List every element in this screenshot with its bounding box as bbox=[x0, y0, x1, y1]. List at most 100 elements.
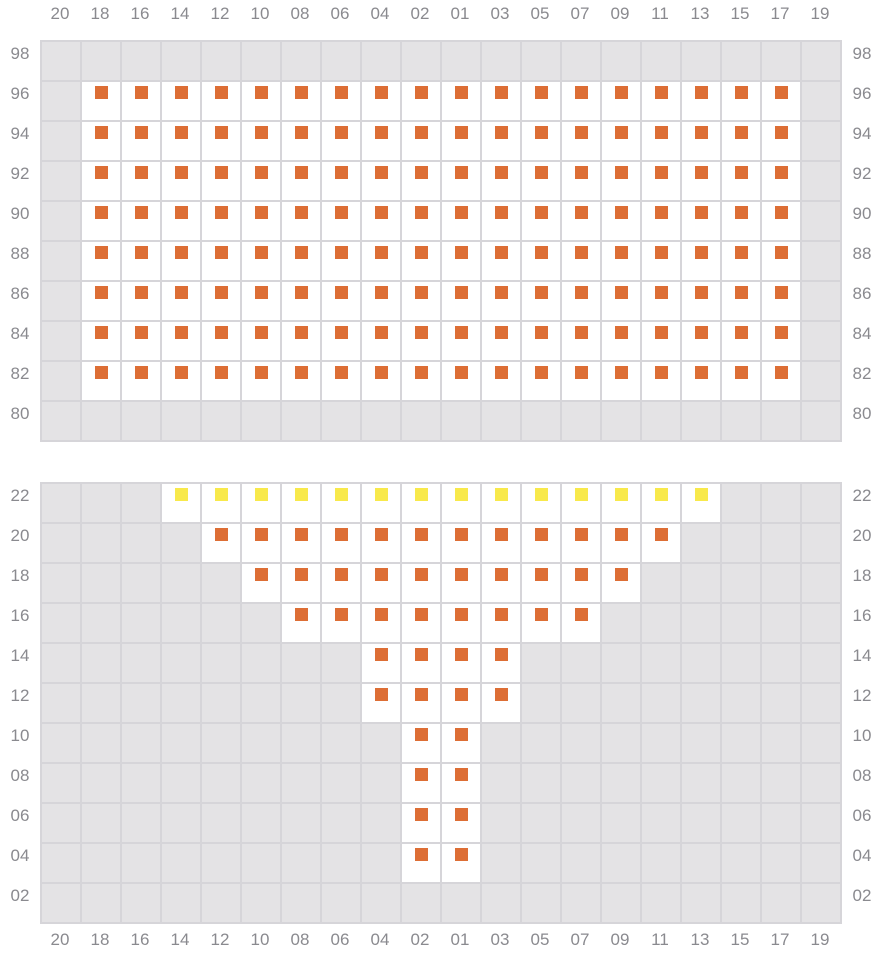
seat-cell[interactable] bbox=[482, 202, 522, 242]
seat-cell[interactable] bbox=[322, 242, 362, 282]
seat-cell[interactable] bbox=[202, 202, 242, 242]
seat-cell[interactable] bbox=[482, 82, 522, 122]
seat-cell[interactable] bbox=[282, 242, 322, 282]
seat-cell[interactable] bbox=[402, 524, 442, 564]
seat-cell[interactable] bbox=[522, 484, 562, 524]
seat-cell[interactable] bbox=[82, 162, 122, 202]
seat-cell[interactable] bbox=[402, 844, 442, 884]
seat-cell[interactable] bbox=[482, 684, 522, 724]
seat-cell[interactable] bbox=[602, 122, 642, 162]
seat-cell[interactable] bbox=[442, 524, 482, 564]
seat-cell[interactable] bbox=[242, 242, 282, 282]
seat-cell[interactable] bbox=[682, 122, 722, 162]
seat-cell[interactable] bbox=[442, 82, 482, 122]
seat-cell[interactable] bbox=[162, 162, 202, 202]
seat-cell[interactable] bbox=[402, 804, 442, 844]
seat-cell[interactable] bbox=[482, 242, 522, 282]
seat-cell[interactable] bbox=[562, 242, 602, 282]
seat-cell[interactable] bbox=[122, 122, 162, 162]
seat-cell[interactable] bbox=[562, 202, 602, 242]
seat-cell[interactable] bbox=[522, 564, 562, 604]
seat-cell[interactable] bbox=[402, 564, 442, 604]
seat-cell[interactable] bbox=[682, 484, 722, 524]
seat-cell[interactable] bbox=[162, 322, 202, 362]
seat-cell[interactable] bbox=[482, 282, 522, 322]
seat-cell[interactable] bbox=[722, 82, 762, 122]
seat-cell[interactable] bbox=[482, 362, 522, 402]
seat-cell[interactable] bbox=[722, 242, 762, 282]
seat-cell[interactable] bbox=[522, 282, 562, 322]
seat-cell[interactable] bbox=[322, 362, 362, 402]
seat-cell[interactable] bbox=[362, 162, 402, 202]
seat-cell[interactable] bbox=[762, 362, 802, 402]
seat-cell[interactable] bbox=[202, 484, 242, 524]
seat-cell[interactable] bbox=[122, 362, 162, 402]
seat-cell[interactable] bbox=[762, 202, 802, 242]
seat-cell[interactable] bbox=[482, 484, 522, 524]
seat-cell[interactable] bbox=[482, 322, 522, 362]
seat-cell[interactable] bbox=[202, 82, 242, 122]
seat-cell[interactable] bbox=[762, 122, 802, 162]
seat-cell[interactable] bbox=[282, 484, 322, 524]
seat-cell[interactable] bbox=[402, 202, 442, 242]
seat-cell[interactable] bbox=[82, 202, 122, 242]
seat-cell[interactable] bbox=[82, 82, 122, 122]
seat-cell[interactable] bbox=[362, 524, 402, 564]
seat-cell[interactable] bbox=[522, 362, 562, 402]
seat-cell[interactable] bbox=[602, 484, 642, 524]
seat-cell[interactable] bbox=[442, 242, 482, 282]
seat-cell[interactable] bbox=[282, 564, 322, 604]
seat-cell[interactable] bbox=[522, 604, 562, 644]
seat-cell[interactable] bbox=[322, 162, 362, 202]
seat-cell[interactable] bbox=[242, 82, 282, 122]
seat-cell[interactable] bbox=[442, 804, 482, 844]
seat-cell[interactable] bbox=[522, 524, 562, 564]
seat-cell[interactable] bbox=[282, 82, 322, 122]
seat-cell[interactable] bbox=[202, 322, 242, 362]
seat-cell[interactable] bbox=[602, 82, 642, 122]
seat-cell[interactable] bbox=[602, 564, 642, 604]
seat-cell[interactable] bbox=[162, 282, 202, 322]
seat-cell[interactable] bbox=[322, 202, 362, 242]
seat-cell[interactable] bbox=[442, 604, 482, 644]
seat-cell[interactable] bbox=[402, 724, 442, 764]
seat-cell[interactable] bbox=[642, 202, 682, 242]
seat-cell[interactable] bbox=[482, 644, 522, 684]
seat-cell[interactable] bbox=[442, 564, 482, 604]
seat-cell[interactable] bbox=[442, 684, 482, 724]
seat-cell[interactable] bbox=[162, 242, 202, 282]
seat-cell[interactable] bbox=[362, 362, 402, 402]
seat-cell[interactable] bbox=[562, 122, 602, 162]
seat-cell[interactable] bbox=[122, 202, 162, 242]
seat-cell[interactable] bbox=[682, 242, 722, 282]
seat-cell[interactable] bbox=[362, 604, 402, 644]
seat-cell[interactable] bbox=[522, 242, 562, 282]
seat-cell[interactable] bbox=[82, 362, 122, 402]
seat-cell[interactable] bbox=[682, 322, 722, 362]
seat-cell[interactable] bbox=[282, 322, 322, 362]
seat-cell[interactable] bbox=[442, 162, 482, 202]
seat-cell[interactable] bbox=[242, 362, 282, 402]
seat-cell[interactable] bbox=[282, 162, 322, 202]
seat-cell[interactable] bbox=[522, 82, 562, 122]
seat-cell[interactable] bbox=[362, 322, 402, 362]
seat-cell[interactable] bbox=[762, 282, 802, 322]
seat-cell[interactable] bbox=[402, 122, 442, 162]
seat-cell[interactable] bbox=[442, 322, 482, 362]
seat-cell[interactable] bbox=[522, 322, 562, 362]
seat-cell[interactable] bbox=[242, 524, 282, 564]
seat-cell[interactable] bbox=[162, 362, 202, 402]
seat-cell[interactable] bbox=[282, 362, 322, 402]
seat-cell[interactable] bbox=[402, 362, 442, 402]
seat-cell[interactable] bbox=[242, 322, 282, 362]
seat-cell[interactable] bbox=[82, 322, 122, 362]
seat-cell[interactable] bbox=[402, 162, 442, 202]
seat-cell[interactable] bbox=[642, 242, 682, 282]
seat-cell[interactable] bbox=[602, 242, 642, 282]
seat-cell[interactable] bbox=[122, 282, 162, 322]
seat-cell[interactable] bbox=[122, 322, 162, 362]
seat-cell[interactable] bbox=[562, 604, 602, 644]
seat-cell[interactable] bbox=[202, 362, 242, 402]
seat-cell[interactable] bbox=[682, 162, 722, 202]
seat-cell[interactable] bbox=[402, 684, 442, 724]
